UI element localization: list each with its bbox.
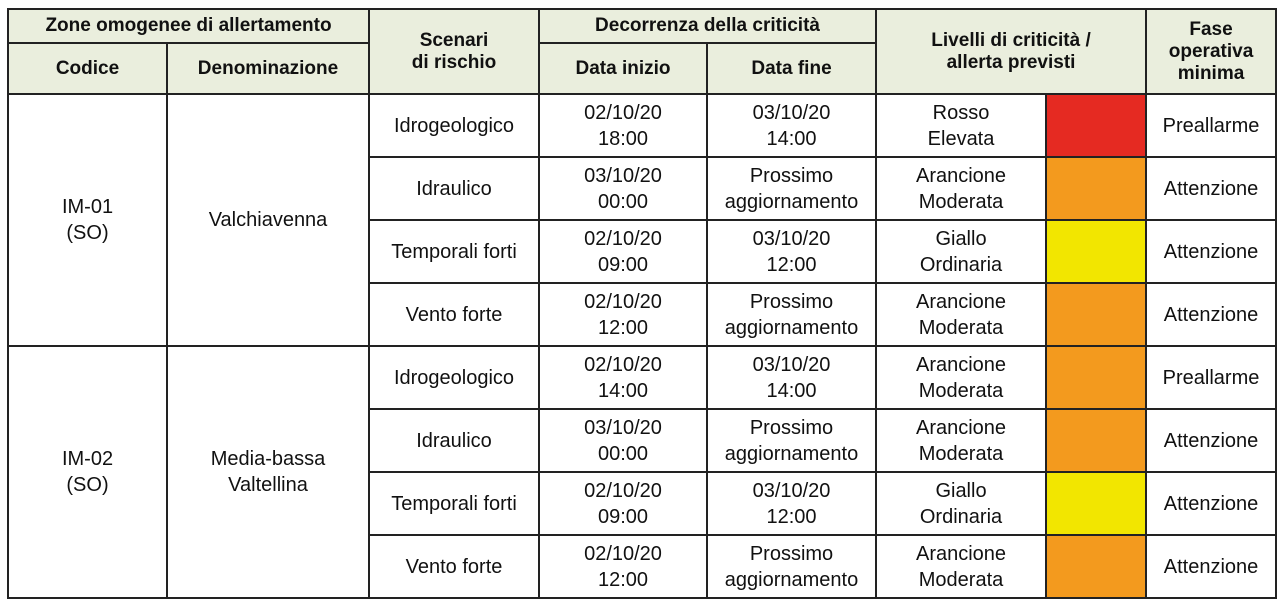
table-row: Idraulico 03/10/20 00:00 Prossimo aggiorna… [8, 156, 1278, 221]
end-date: Prossimo aggiornamento [706, 282, 878, 347]
start-header: Data inizio [538, 42, 709, 95]
level-color-swatch [1045, 156, 1148, 221]
level-color-swatch [1045, 282, 1148, 347]
table-row: Temporali forti 02/10/20 09:00 03/10/20 12… [8, 471, 1278, 536]
risk-scenario: Vento forte [368, 282, 541, 347]
table-row: IM-02 (SO) Media-bassa Valtellina Idrogeol… [7, 345, 1278, 599]
zone-code: IM-01 (SO) [7, 93, 168, 347]
start-date: 02/10/20 09:00 [538, 471, 709, 536]
risk-scenario: Temporali forti [368, 471, 541, 536]
criticality-level: Arancione Moderata [875, 156, 1048, 221]
operational-phase: Preallarme [1145, 345, 1278, 410]
levels-header: Livelli di criticità / allerta previsti [875, 8, 1148, 95]
zone-name: Valchiavenna [165, 93, 371, 347]
criticality-level: Giallo Ordinaria [875, 219, 1048, 284]
end-date: 03/10/20 14:00 [706, 93, 878, 158]
end-date: Prossimo aggiornamento [706, 408, 878, 473]
code-header: Codice [7, 42, 168, 95]
criticality-level: Rosso Elevata [875, 93, 1048, 158]
criticality-level: Giallo Ordinaria [875, 471, 1048, 536]
end-date: 03/10/20 14:00 [706, 345, 878, 410]
risk-scenario: Idrogeologico [368, 345, 541, 410]
criticality-level: Arancione Moderata [875, 408, 1048, 473]
phase-header: Fase operativa minima [1145, 8, 1278, 95]
level-color-swatch [1045, 534, 1148, 599]
risk-scenario: Temporali forti [368, 219, 541, 284]
table-row: Vento forte 02/10/20 12:00 Prossimo aggior… [8, 282, 1278, 347]
risk-scenario: Idrogeologico [368, 93, 541, 158]
end-date: Prossimo aggiornamento [706, 156, 878, 221]
operational-phase: Attenzione [1145, 408, 1278, 473]
start-date: 02/10/20 14:00 [538, 345, 709, 410]
zone-name: Media-bassa Valtellina [165, 345, 371, 599]
risk-scenario: Idraulico [368, 408, 541, 473]
name-header: Denominazione [165, 42, 371, 95]
table-row: Temporali forti 02/10/20 09:00 03/10/20 12… [8, 219, 1278, 284]
table-row: Vento forte 02/10/20 12:00 Prossimo aggior… [8, 534, 1278, 599]
period-group-header: Decorrenza della criticità [538, 8, 878, 44]
risk-scenario: Idraulico [368, 156, 541, 221]
start-date: 02/10/20 18:00 [538, 93, 709, 158]
table-row: Idraulico 03/10/20 00:00 Prossimo aggiorna… [8, 408, 1278, 473]
operational-phase: Attenzione [1145, 471, 1278, 536]
risk-scenario: Vento forte [368, 534, 541, 599]
start-date: 03/10/20 00:00 [538, 156, 709, 221]
operational-phase: Attenzione [1145, 156, 1278, 221]
alert-table: Zone omogenee di allertamento Scenari di… [6, 8, 1278, 599]
end-date: 03/10/20 12:00 [706, 219, 878, 284]
start-date: 02/10/20 12:00 [538, 282, 709, 347]
level-color-swatch [1045, 345, 1148, 410]
criticality-level: Arancione Moderata [875, 282, 1048, 347]
level-color-swatch [1045, 219, 1148, 284]
end-header: Data fine [706, 42, 878, 95]
start-date: 03/10/20 00:00 [538, 408, 709, 473]
criticality-level: Arancione Moderata [875, 345, 1048, 410]
start-date: 02/10/20 09:00 [538, 219, 709, 284]
operational-phase: Attenzione [1145, 282, 1278, 347]
end-date: Prossimo aggiornamento [706, 534, 878, 599]
zone-code: IM-02 (SO) [7, 345, 168, 599]
level-color-swatch [1045, 471, 1148, 536]
level-color-swatch [1045, 408, 1148, 473]
zone-group-header: Zone omogenee di allertamento [6, 8, 371, 44]
operational-phase: Preallarme [1145, 93, 1278, 158]
level-color-swatch [1045, 93, 1148, 158]
start-date: 02/10/20 12:00 [538, 534, 709, 599]
end-date: 03/10/20 12:00 [706, 471, 878, 536]
table-row: IM-01 (SO) Valchiavenna Idrogeologico 02/10… [7, 93, 1278, 347]
operational-phase: Attenzione [1145, 534, 1278, 599]
criticality-level: Arancione Moderata [875, 534, 1048, 599]
operational-phase: Attenzione [1145, 219, 1278, 284]
scenarios-header: Scenari di rischio [368, 8, 541, 95]
